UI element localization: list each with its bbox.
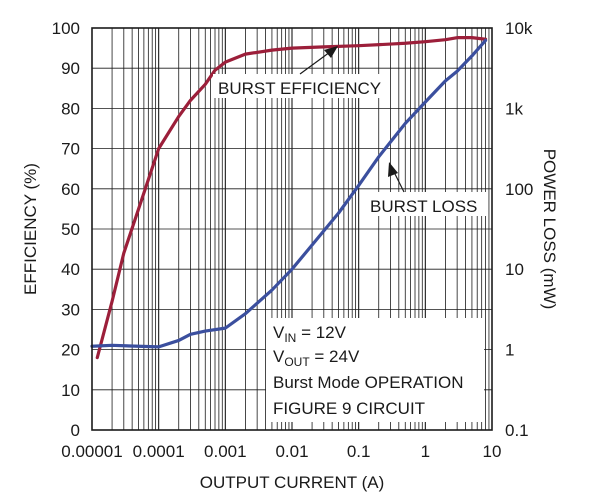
burst-loss-line: [90, 38, 488, 349]
efficiency-arrow: [299, 46, 338, 75]
y2-tick-label: 100: [505, 180, 533, 199]
y-tick-label: 60: [61, 180, 80, 199]
efficiency-annotation: BURST EFFICIENCY: [218, 79, 381, 98]
x-tick-label: 0.01: [275, 442, 308, 461]
x-tick-labels: 0.00001 0.0001 0.001 0.01 0.1 1 10: [61, 442, 501, 461]
y-tick-label: 80: [61, 99, 80, 118]
condition-mode: Burst Mode OPERATION: [273, 373, 464, 392]
y-tick-label: 40: [61, 260, 80, 279]
x-tick-label: 0.00001: [61, 442, 122, 461]
y2-tick-label: 0.1: [505, 421, 529, 440]
x-tick-label: 1: [421, 442, 430, 461]
condition-vin: VIN = 12V: [273, 323, 347, 345]
y-tick-label: 20: [61, 341, 80, 360]
y2-tick-label: 1k: [505, 99, 523, 118]
y-tick-label: 10: [61, 381, 80, 400]
y2-tick-label: 10: [505, 260, 524, 279]
loss-label-bg: [365, 192, 487, 216]
x-axis-label: OUTPUT CURRENT (A): [200, 473, 385, 492]
y-tick-label: 70: [61, 140, 80, 159]
condition-circuit: FIGURE 9 CIRCUIT: [273, 399, 425, 418]
y-tick-labels: 0 10 20 30 40 50 60 70 80 90 100: [52, 19, 80, 440]
y2-tick-labels: 0.1 1 10 100 1k 10k: [505, 19, 533, 440]
y2-tick-label: 10k: [505, 19, 533, 38]
condition-vout: VOUT = 24V: [273, 347, 360, 369]
loss-annotation: BURST LOSS: [370, 197, 477, 216]
loss-arrow: [388, 162, 405, 193]
y-axis-label: EFFICIENCY (%): [21, 163, 40, 295]
x-tick-label: 0.001: [204, 442, 247, 461]
efficiency-label-bg: [213, 74, 389, 98]
plot-frame: [91, 27, 493, 431]
x-tick-label: 0.0001: [133, 442, 185, 461]
y-tick-label: 90: [61, 59, 80, 78]
x-tick-label: 10: [483, 442, 502, 461]
y-tick-label: 30: [61, 300, 80, 319]
conditions-bg: [266, 318, 484, 422]
x-tick-label: 0.1: [347, 442, 371, 461]
y-tick-label: 50: [61, 220, 80, 239]
y-tick-label: 0: [71, 421, 80, 440]
y2-axis-label: POWER LOSS (mW): [540, 149, 559, 310]
y-tick-label: 100: [52, 19, 80, 38]
data-curves: [90, 36, 488, 360]
y2-tick-label: 1: [505, 341, 514, 360]
burst-efficiency-line: [95, 36, 488, 360]
